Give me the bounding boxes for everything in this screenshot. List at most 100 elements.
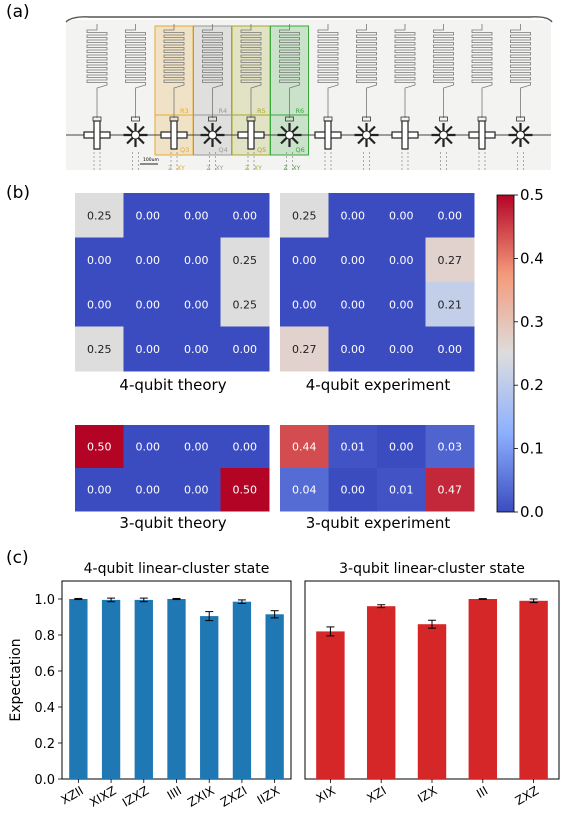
heatmap-cell xyxy=(280,237,329,283)
resonator-meander xyxy=(163,24,185,118)
heatmap-cell-label: 0.04 xyxy=(292,484,317,497)
qubit-cross xyxy=(247,120,255,150)
heatmap-cell xyxy=(377,468,426,512)
heatmap-cell xyxy=(172,326,221,372)
heatmap-cell-label: 0.00 xyxy=(184,254,209,267)
qubit-pad xyxy=(246,116,256,122)
heatmap-cell-label: 0.25 xyxy=(292,209,317,222)
heatmap-cell xyxy=(328,193,378,238)
qubit-cross xyxy=(170,120,178,150)
heatmap-cell-label: 0.00 xyxy=(341,484,366,497)
y-tick-label: 0.6 xyxy=(34,665,55,680)
qubit-label: Q6 xyxy=(296,146,305,154)
density-matrix-heatmaps: 0.25 0.00 0.00 0.00 0.00 0.00 0.00 0.25 0.00 0.00… xyxy=(75,193,475,532)
heatmap-cell-label: 0.00 xyxy=(389,343,414,356)
bar xyxy=(69,599,88,779)
heatmap-cell xyxy=(280,326,329,372)
heatmap-cell xyxy=(377,193,426,238)
heatmap-caption: 3-qubit experiment xyxy=(306,514,451,532)
colorbar: 0.0 0.1 0.2 0.3 0.4 0.5 xyxy=(496,186,544,521)
qubit-star-center xyxy=(439,130,448,140)
heatmap-cell xyxy=(280,282,329,327)
heatmap-cell-label: 0.00 xyxy=(341,343,366,356)
heatmap-cell xyxy=(123,326,173,372)
chip-micrograph: R3 Q3 Z XY R4 Q4 Z XY R5 Q5 Z XY R6 Q6 Z XY 100um xyxy=(65,16,553,172)
heatmap-cell xyxy=(328,282,378,327)
heatmap-cell-label: 0.00 xyxy=(136,209,161,222)
heatmap-cell-label: 0.00 xyxy=(389,298,414,311)
heatmap-cell xyxy=(280,193,329,238)
heatmap-cell xyxy=(377,425,426,469)
heatmap-cell xyxy=(123,425,173,469)
heatmap-cell xyxy=(123,282,173,327)
bar xyxy=(316,631,345,779)
x-tick-label: ZXZ xyxy=(513,783,541,807)
resonator-meander xyxy=(86,24,108,118)
heatmap-cell-label: 0.01 xyxy=(389,484,414,497)
bar xyxy=(468,599,498,779)
qubit-pad xyxy=(323,116,333,122)
qubit-pad xyxy=(131,116,140,122)
bar xyxy=(265,614,284,779)
heatmap-cell-label: 0.00 xyxy=(292,254,317,267)
heatmap-cell xyxy=(425,193,475,238)
heatmap-cell-label: 0.00 xyxy=(233,343,258,356)
heatmap-cell xyxy=(123,468,173,512)
y-axis-label: Expectation xyxy=(8,638,24,721)
heatmap-cell xyxy=(328,326,378,372)
panel-label-b: (b) xyxy=(6,183,31,203)
resonator-meander xyxy=(240,24,262,118)
heatmap-cell xyxy=(172,468,221,512)
bar xyxy=(417,624,447,779)
heatmap-cell xyxy=(172,237,221,283)
resonator-meander xyxy=(279,24,300,118)
x-tick-label: IIZX xyxy=(255,783,282,807)
heatmap-cell-label: 0.00 xyxy=(389,209,414,222)
heatmap-cell xyxy=(425,237,475,283)
heatmap-cell-label: 0.00 xyxy=(341,298,366,311)
colorbar-tick-label: 0.0 xyxy=(520,503,544,521)
resonator-meander xyxy=(125,24,146,118)
heatmap-cell-label: 0.00 xyxy=(341,209,366,222)
heatmap-cell-label: 0.27 xyxy=(438,254,463,267)
heatmap-cell xyxy=(75,326,124,372)
resonator-label: R5 xyxy=(257,107,266,115)
heatmap-cell-label: 0.25 xyxy=(87,343,112,356)
heatmap-cell-label: 0.00 xyxy=(438,343,463,356)
heatmap-cell xyxy=(75,425,124,469)
heatmap-cell-label: 0.00 xyxy=(389,254,414,267)
heatmap-cell-label: 0.00 xyxy=(184,484,209,497)
heatmap-cell-label: 0.25 xyxy=(233,298,258,311)
bar xyxy=(134,599,153,779)
qubit-pad xyxy=(516,116,525,122)
heatmap-cell xyxy=(328,237,378,283)
heatmap-cell-label: 0.00 xyxy=(438,209,463,222)
xy-control-label: XY xyxy=(254,165,262,172)
x-tick-label: IZXZ xyxy=(120,783,151,809)
heatmap-cell xyxy=(425,282,475,327)
x-tick-label: IIII xyxy=(165,783,184,802)
heatmap-cell-label: 0.03 xyxy=(438,441,463,454)
x-tick-label: XIX xyxy=(314,783,338,805)
z-control-label: Z xyxy=(284,165,288,172)
heatmap-cell xyxy=(328,468,378,512)
heatmap-caption: 4-qubit theory xyxy=(119,376,226,394)
bar xyxy=(519,600,548,779)
heatmap-cell xyxy=(172,193,221,238)
heatmap-cell xyxy=(220,282,270,327)
qubit-pad xyxy=(400,116,410,122)
scale-bar-label: 100um xyxy=(143,157,159,163)
heatmap-cell xyxy=(377,282,426,327)
resonator-meander xyxy=(471,24,493,118)
heatmap-cell xyxy=(220,468,270,512)
qubit-star-center xyxy=(516,130,525,140)
heatmap-cell-label: 0.00 xyxy=(292,298,317,311)
resonator-meander xyxy=(394,24,416,118)
heatmap-cell xyxy=(425,326,475,372)
qubit-cross xyxy=(324,120,332,150)
x-tick-label: XZII xyxy=(58,783,85,807)
bar xyxy=(232,601,252,779)
qubit-pad xyxy=(208,116,217,122)
resonator-meander xyxy=(356,24,377,118)
x-tick-label: XZI xyxy=(364,783,388,805)
